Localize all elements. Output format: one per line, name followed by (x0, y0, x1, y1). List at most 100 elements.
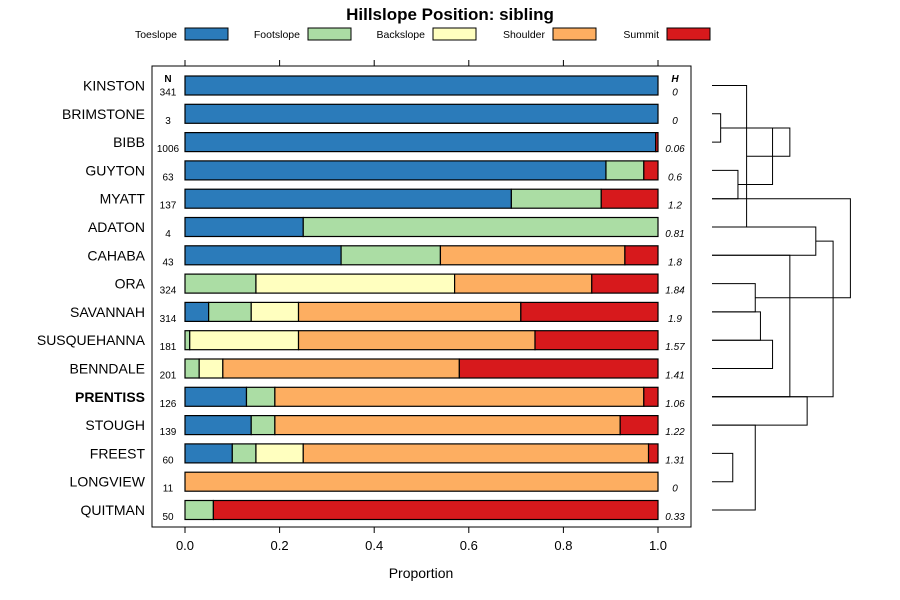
x-tick-label-5: 1.0 (649, 538, 667, 553)
row-label-longview: LONGVIEW (70, 474, 146, 490)
bar-guyton-summit (643, 160, 659, 181)
bar-cahaba-footslope (340, 245, 442, 266)
dendrogram-link-1 (712, 169, 739, 200)
bar-myatt-footslope (510, 188, 602, 209)
bar-freest-toeslope (184, 443, 233, 464)
dendrogram-link-14 (712, 198, 851, 299)
row-label-myatt: MYATT (100, 191, 146, 207)
legend-swatch-shoulder (552, 27, 597, 41)
h-value-prentiss: 1.06 (665, 399, 685, 410)
bar-myatt-summit (600, 188, 659, 209)
h-value-cahaba: 1.8 (668, 257, 682, 268)
h-value-adaton: 0.81 (665, 229, 684, 240)
h-value-guyton: 0.6 (668, 172, 682, 183)
h-column-header: H (671, 74, 679, 85)
bar-freest-summit (647, 443, 659, 464)
legend-label-backslope: Backslope (377, 29, 426, 41)
row-label-brimstone: BRIMSTONE (62, 106, 145, 122)
legend-label-summit: Summit (623, 29, 659, 41)
row-label-freest: FREEST (90, 445, 146, 461)
bar-bibb-summit (655, 132, 659, 153)
h-value-benndale: 1.41 (665, 371, 684, 382)
row-label-adaton: ADATON (88, 219, 145, 235)
dendrogram-link-3 (712, 226, 817, 256)
bar-stough-toeslope (184, 415, 252, 436)
h-value-stough: 1.22 (665, 427, 685, 438)
bar-ora-summit (591, 273, 659, 294)
n-value-brimstone: 3 (165, 116, 171, 127)
x-tick-label-4: 0.8 (554, 538, 572, 553)
bar-longview-shoulder (184, 471, 659, 492)
bar-savannah-backslope (250, 301, 300, 322)
h-value-brimstone: 0 (672, 116, 678, 127)
bar-stough-summit (619, 415, 659, 436)
bar-stough-shoulder (274, 415, 621, 436)
dendrogram-link-0 (712, 113, 722, 143)
x-axis-title: Proportion (389, 565, 454, 581)
bar-prentiss-shoulder (274, 386, 645, 407)
n-value-bibb: 1006 (157, 144, 180, 155)
bar-cahaba-summit (624, 245, 659, 266)
n-value-ora: 324 (160, 286, 177, 297)
row-label-benndale: BENNDALE (70, 361, 145, 377)
bar-cahaba-shoulder (439, 245, 626, 266)
bar-stough-footslope (250, 415, 276, 436)
row-label-kinston: KINSTON (83, 78, 145, 94)
row-label-quitman: QUITMAN (80, 502, 145, 518)
bar-adaton-toeslope (184, 216, 304, 238)
n-value-adaton: 4 (165, 229, 171, 240)
n-value-myatt: 137 (160, 201, 177, 212)
legend-label-toeslope: Toeslope (135, 29, 177, 41)
bar-myatt-toeslope (184, 188, 512, 209)
bar-benndale-backslope (198, 358, 224, 379)
bar-ora-shoulder (454, 273, 593, 294)
legend-swatch-footslope (307, 27, 352, 41)
n-value-prentiss: 126 (160, 399, 177, 410)
legend-label-shoulder: Shoulder (503, 29, 546, 41)
legend-label-footslope: Footslope (254, 29, 300, 41)
bar-freest-backslope (255, 443, 304, 464)
row-label-susquehanna: SUSQUEHANNA (37, 332, 146, 348)
x-tick-label-2: 0.4 (365, 538, 383, 553)
bar-benndale-summit (458, 358, 659, 379)
h-value-myatt: 1.2 (668, 201, 682, 212)
n-value-savannah: 314 (160, 314, 177, 325)
row-label-guyton: GUYTON (85, 162, 145, 178)
bar-savannah-footslope (208, 301, 252, 322)
n-value-quitman: 50 (162, 512, 174, 523)
legend: Toeslope Footslope Backslope Shoulder Summit (135, 27, 711, 41)
n-value-freest: 60 (162, 455, 174, 466)
row-label-ora: ORA (115, 276, 146, 292)
bar-prentiss-summit (643, 386, 659, 407)
bar-susquehanna-footslope (184, 330, 191, 351)
n-value-longview: 11 (163, 484, 174, 495)
row-label-savannah: SAVANNAH (70, 304, 145, 320)
bar-freest-shoulder (302, 443, 650, 464)
dendrogram-link-12 (720, 127, 791, 157)
bar-cahaba-toeslope (184, 245, 342, 266)
dendrogram-link-5 (712, 311, 761, 341)
legend-swatch-toeslope (184, 27, 229, 41)
row-label-cahaba: CAHABA (87, 247, 145, 263)
bar-benndale-footslope (184, 358, 200, 379)
bar-ora-backslope (255, 273, 456, 294)
dendrogram-link-13 (712, 240, 834, 398)
n-value-benndale: 201 (160, 371, 177, 382)
legend-swatch-summit (666, 27, 711, 41)
bar-quitman-summit (212, 499, 659, 521)
bar-adaton-footslope (302, 216, 659, 238)
bar-brimstone-toeslope (184, 103, 659, 124)
h-value-longview: 0 (672, 484, 678, 495)
x-tick-label-1: 0.2 (271, 538, 289, 553)
bar-freest-footslope (231, 443, 257, 464)
dendrogram-link-7 (712, 254, 791, 398)
dendrogram-link-4 (712, 283, 756, 313)
bar-savannah-toeslope (184, 301, 210, 322)
bar-prentiss-footslope (245, 386, 276, 407)
h-value-kinston: 0 (672, 88, 678, 99)
bar-kinston-toeslope (184, 75, 659, 96)
bar-susquehanna-shoulder (297, 330, 536, 351)
bar-quitman-footslope (184, 499, 214, 521)
dendrogram-link-10 (712, 424, 756, 511)
